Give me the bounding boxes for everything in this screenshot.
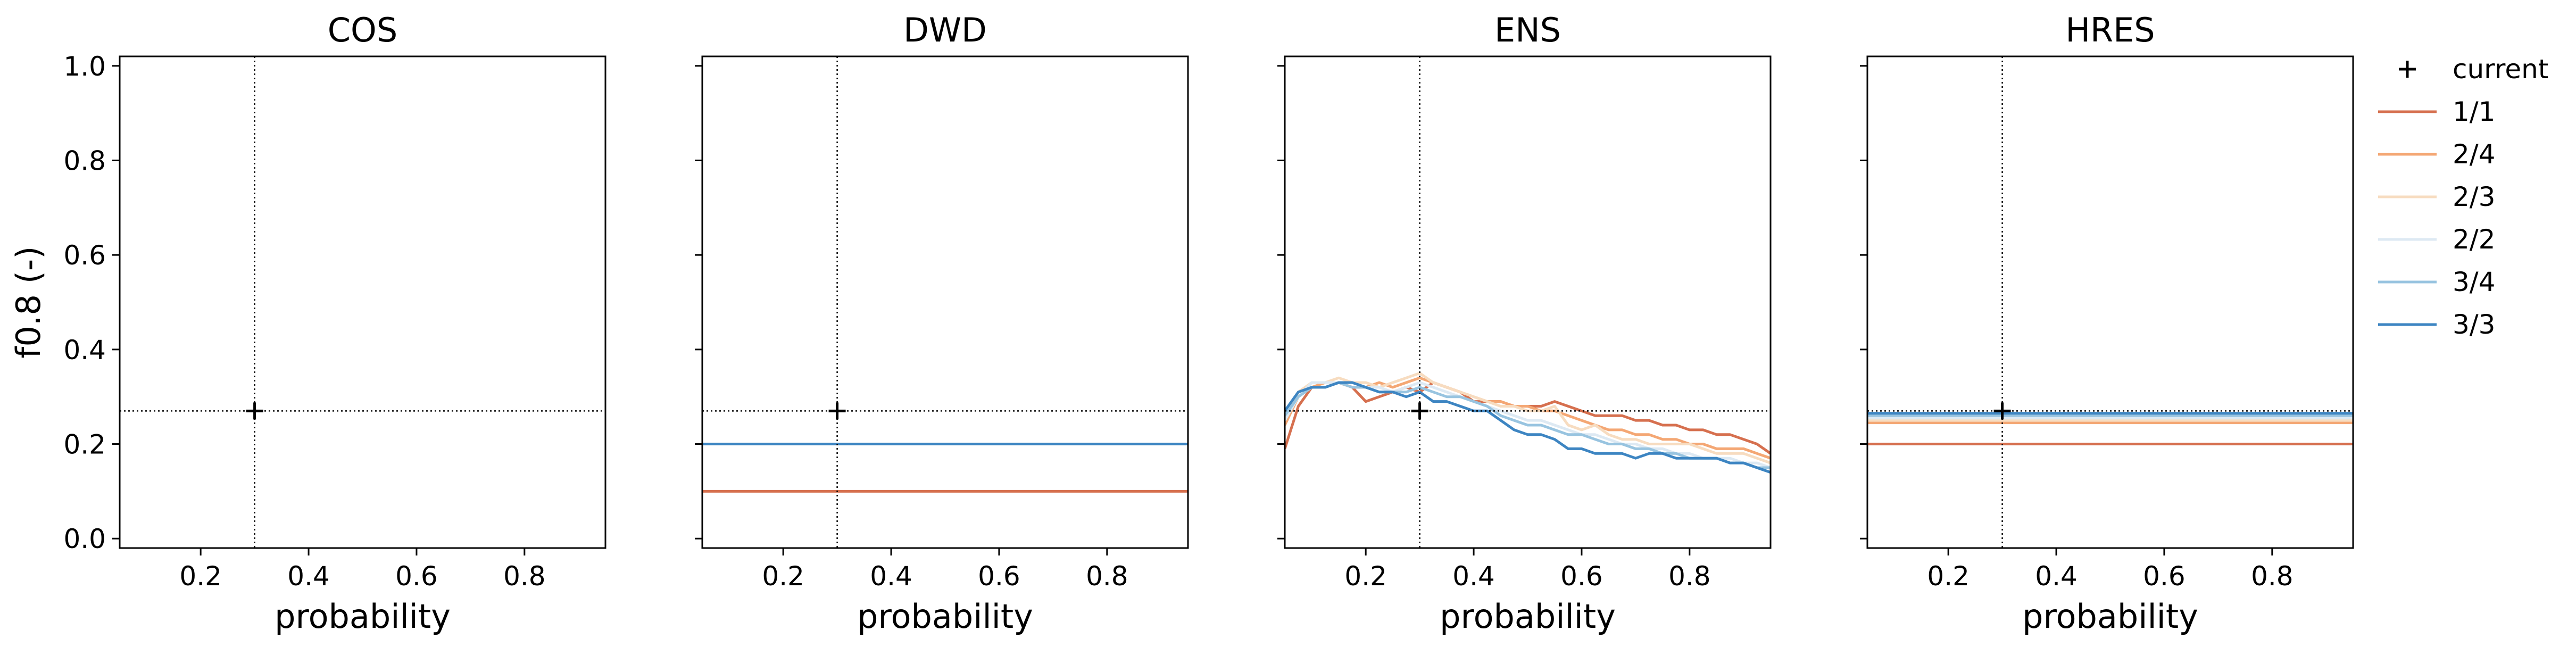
axes-frame bbox=[119, 55, 606, 549]
legend-item-current: current bbox=[2399, 54, 2548, 85]
y-axis-label: f0.8 (-) bbox=[9, 246, 48, 359]
panel-title-hres: HRES bbox=[2065, 11, 2155, 49]
x-tick-label: 0.8 bbox=[1668, 561, 1711, 592]
x-tick-label: 0.6 bbox=[1560, 561, 1603, 592]
current-marker bbox=[246, 402, 263, 420]
x-tick-label: 0.6 bbox=[978, 561, 1020, 592]
legend-label: 3/4 bbox=[2453, 267, 2495, 297]
series-group bbox=[702, 443, 1188, 493]
legend-label: current bbox=[2453, 54, 2548, 85]
panel-ens: ENS 0.2 0.4 0.6 0.8 probability bbox=[1277, 11, 1772, 636]
x-tick-label: 0.2 bbox=[762, 561, 804, 592]
x-tick-label: 0.8 bbox=[503, 561, 546, 592]
panel-title-dwd: DWD bbox=[903, 11, 987, 49]
y-tick-label: 0.4 bbox=[63, 335, 106, 366]
legend-item-3-4: 3/4 bbox=[2378, 267, 2495, 297]
current-marker bbox=[828, 402, 846, 420]
x-axis-label: probability bbox=[857, 597, 1033, 636]
y-tick-label: 1.0 bbox=[63, 51, 106, 82]
x-tick-label: 0.8 bbox=[1086, 561, 1128, 592]
y-tick-label: 0.2 bbox=[63, 429, 106, 460]
panel-title-cos: COS bbox=[328, 11, 397, 49]
y-tick-label: 0.6 bbox=[63, 240, 106, 271]
x-tick-label: 0.2 bbox=[179, 561, 222, 592]
x-tick-label: 0.2 bbox=[1927, 561, 1970, 592]
axes-frame bbox=[1284, 55, 1772, 549]
x-axis-label: probability bbox=[275, 597, 451, 636]
x-tick-label: 0.4 bbox=[287, 561, 330, 592]
legend: current 1/1 2/4 2/3 2/2 3/4 3/3 bbox=[2378, 54, 2548, 340]
x-tick-label: 0.2 bbox=[1344, 561, 1387, 592]
x-tick-label: 0.8 bbox=[2251, 561, 2294, 592]
current-marker bbox=[1411, 402, 1428, 420]
legend-label: 2/2 bbox=[2453, 224, 2495, 255]
legend-item-2-2: 2/2 bbox=[2378, 224, 2495, 255]
legend-label: 3/3 bbox=[2453, 309, 2495, 340]
panels-layer: COS 0.2 0.4 0.6 0.8 0.0 0.2 0.4 0.6 0.8 1.0 probabi… bbox=[9, 11, 2354, 636]
y-tick-label: 0.8 bbox=[63, 145, 106, 176]
legend-item-2-3: 2/3 bbox=[2378, 181, 2495, 212]
x-tick-label: 0.4 bbox=[2035, 561, 2078, 592]
current-marker bbox=[1993, 402, 2011, 420]
x-tick-label: 0.4 bbox=[1452, 561, 1495, 592]
x-tick-label: 0.4 bbox=[870, 561, 912, 592]
legend-label: 2/4 bbox=[2453, 139, 2495, 170]
x-axis-label: probability bbox=[1440, 597, 1616, 636]
panel-title-ens: ENS bbox=[1494, 11, 1561, 49]
series-line-3-3 bbox=[1285, 381, 1771, 474]
legend-label: 1/1 bbox=[2453, 96, 2495, 127]
panel-cos: COS 0.2 0.4 0.6 0.8 0.0 0.2 0.4 0.6 0.8 1.0 probabi… bbox=[9, 11, 606, 636]
panel-dwd: DWD 0.2 0.4 0.6 0.8 probability bbox=[695, 11, 1189, 636]
axes-frame bbox=[1866, 55, 2354, 549]
legend-label: 2/3 bbox=[2453, 181, 2495, 212]
legend-item-1-1: 1/1 bbox=[2378, 96, 2495, 127]
axes-frame bbox=[701, 55, 1189, 549]
y-tick-label: 0.0 bbox=[63, 524, 106, 554]
series-group bbox=[1867, 412, 2353, 445]
x-tick-label: 0.6 bbox=[2143, 561, 2186, 592]
legend-marker-current bbox=[2399, 61, 2416, 78]
series-group bbox=[1285, 371, 1771, 474]
legend-item-2-4: 2/4 bbox=[2378, 139, 2495, 170]
legend-item-3-3: 3/3 bbox=[2378, 309, 2495, 340]
x-axis-label: probability bbox=[2022, 597, 2198, 636]
x-tick-label: 0.6 bbox=[395, 561, 438, 592]
panel-hres: HRES 0.2 0.4 0.6 0.8 probability bbox=[1860, 11, 2354, 636]
